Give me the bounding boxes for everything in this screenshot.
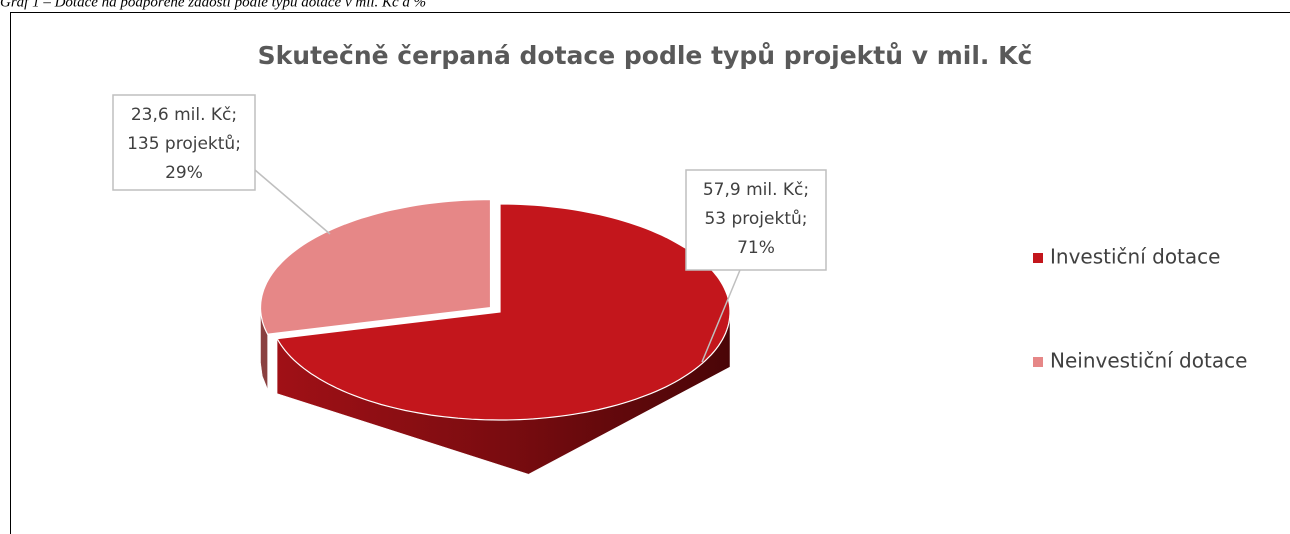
data-label: 23,6 mil. Kč;: [131, 105, 237, 125]
data-label: 71%: [737, 238, 775, 258]
legend-label: Investiční dotace: [1050, 245, 1220, 269]
data-label-box: [112, 94, 256, 191]
slice: [259, 199, 492, 335]
legend-swatch: [1033, 253, 1043, 263]
data-label-box: [685, 169, 827, 271]
chart-title: Skutečně čerpaná dotace podle typů proje…: [258, 41, 1033, 70]
data-label: 135 projektů;: [127, 134, 241, 154]
legend-label: Neinvestiční dotace: [1050, 349, 1247, 373]
data-label: 29%: [165, 163, 203, 183]
caption: Graf 1 – Dotace na podpořené žádosti pod…: [0, 0, 426, 10]
slice: [276, 203, 731, 421]
leader-line: [701, 269, 741, 363]
leader-line: [254, 169, 331, 235]
data-label: 53 projektů;: [704, 209, 807, 229]
data-label: 57,9 mil. Kč;: [703, 180, 809, 200]
legend-swatch: [1033, 357, 1043, 367]
chart-frame: [10, 12, 1290, 534]
